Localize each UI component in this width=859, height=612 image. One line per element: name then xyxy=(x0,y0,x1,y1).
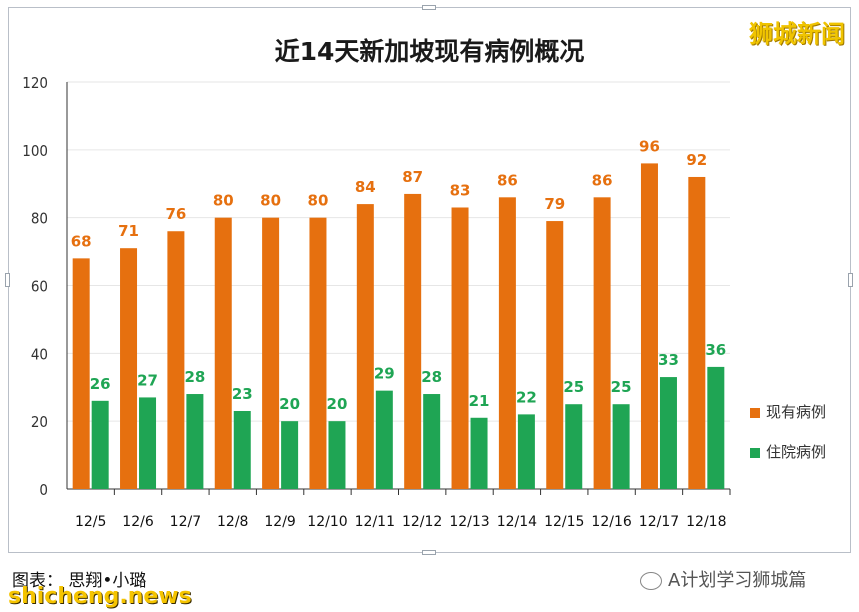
x-tick-label: 12/7 xyxy=(170,514,201,530)
data-label-hospital: 20 xyxy=(279,395,300,413)
data-label-current: 79 xyxy=(544,195,565,213)
data-label-hospital: 28 xyxy=(184,368,205,386)
legend-hospital: 住院病例 xyxy=(750,441,826,462)
x-tick-label: 12/11 xyxy=(355,514,395,530)
data-label-current: 86 xyxy=(497,171,518,189)
data-label-hospital: 28 xyxy=(421,368,442,386)
bar-current xyxy=(404,193,422,490)
bar-hospital xyxy=(470,417,488,489)
bar-hospital xyxy=(91,400,109,489)
wechat-account-name: A计划学习狮城篇 xyxy=(668,570,807,591)
bar-current xyxy=(640,163,658,489)
x-tick-label: 12/17 xyxy=(639,514,679,530)
bar-hospital xyxy=(375,390,393,489)
bar-current xyxy=(72,258,90,489)
x-tick-label: 12/18 xyxy=(686,514,726,530)
x-tick-label: 12/14 xyxy=(497,514,537,530)
resize-handle-bottom[interactable] xyxy=(422,550,436,555)
site-watermark: shicheng.news xyxy=(8,584,192,609)
x-tick-label: 12/9 xyxy=(264,514,295,530)
data-label-hospital: 22 xyxy=(516,388,537,406)
data-label-hospital: 27 xyxy=(137,371,158,389)
data-label-hospital: 36 xyxy=(705,341,726,359)
wechat-icon xyxy=(640,572,662,590)
data-label-hospital: 29 xyxy=(374,365,395,383)
bar-hospital xyxy=(139,397,157,489)
bar-current xyxy=(688,176,706,489)
data-label-current: 68 xyxy=(71,232,92,250)
y-tick-label: 0 xyxy=(39,481,48,499)
legend-swatch-current xyxy=(750,407,760,418)
data-label-hospital: 20 xyxy=(327,395,348,413)
data-label-hospital: 33 xyxy=(658,351,679,369)
y-tick-label: 60 xyxy=(31,278,48,296)
y-tick-label: 100 xyxy=(22,142,48,160)
data-label-current: 87 xyxy=(402,168,423,186)
y-tick-label: 20 xyxy=(31,413,48,431)
data-label-current: 80 xyxy=(260,192,281,210)
bar-current xyxy=(167,231,185,489)
chart-caption: 图表： 思翔•小璐 xyxy=(12,571,147,591)
resize-handle-left[interactable] xyxy=(5,273,10,287)
data-label-current: 80 xyxy=(308,192,329,210)
bar-hospital xyxy=(707,366,725,489)
wechat-account: A计划学习狮城篇 xyxy=(640,566,806,592)
resize-handle-top[interactable] xyxy=(422,5,436,10)
bar-hospital xyxy=(612,404,630,489)
bar-hospital xyxy=(565,404,583,489)
x-tick-label: 12/12 xyxy=(402,514,442,530)
y-tick-label: 120 xyxy=(22,74,48,92)
data-label-hospital: 25 xyxy=(563,378,584,396)
bar-current xyxy=(120,248,138,489)
watermark: 狮城新闻 xyxy=(749,20,845,48)
x-tick-label: 12/15 xyxy=(544,514,584,530)
bar-current xyxy=(498,197,516,490)
data-label-current: 83 xyxy=(450,181,471,199)
x-tick-label: 12/10 xyxy=(307,514,347,530)
y-tick-label: 40 xyxy=(31,345,48,363)
x-tick-label: 12/5 xyxy=(75,514,106,530)
bar-current xyxy=(262,217,280,489)
bar-current xyxy=(356,204,374,489)
x-tick-label: 12/16 xyxy=(591,514,631,530)
bar-hospital xyxy=(186,394,204,489)
bar-current xyxy=(451,207,469,489)
chart-title: 近14天新加坡现有病例概况 xyxy=(274,37,585,66)
data-label-current: 92 xyxy=(686,151,707,169)
legend-label-current: 现有病例 xyxy=(766,403,827,421)
resize-handle-right[interactable] xyxy=(848,273,853,287)
legend-current: 现有病例 xyxy=(750,401,826,422)
bar-current xyxy=(214,217,232,489)
legend-swatch-hospital xyxy=(750,447,760,458)
bar-hospital xyxy=(281,421,299,489)
bar-hospital xyxy=(659,377,677,489)
data-label-current: 84 xyxy=(355,178,376,196)
data-label-current: 86 xyxy=(592,171,613,189)
bar-current xyxy=(593,197,611,490)
legend-label-hospital: 住院病例 xyxy=(766,443,827,461)
bar-current xyxy=(309,217,327,489)
data-label-current: 80 xyxy=(213,192,234,210)
data-label-hospital: 23 xyxy=(232,385,253,403)
x-tick-label: 12/8 xyxy=(217,514,248,530)
bar-hospital xyxy=(328,421,346,489)
data-label-hospital: 25 xyxy=(611,378,632,396)
bar-hospital xyxy=(233,410,251,489)
x-tick-label: 12/13 xyxy=(449,514,489,530)
data-label-hospital: 21 xyxy=(469,392,490,410)
bar-hospital xyxy=(423,394,441,489)
data-label-current: 76 xyxy=(165,205,186,223)
data-label-current: 71 xyxy=(118,222,139,240)
bar-current xyxy=(546,221,564,489)
y-tick-label: 80 xyxy=(31,210,48,228)
data-label-hospital: 26 xyxy=(90,375,111,393)
bar-hospital xyxy=(517,414,535,489)
x-tick-label: 12/6 xyxy=(122,514,154,530)
data-label-current: 96 xyxy=(639,137,660,155)
